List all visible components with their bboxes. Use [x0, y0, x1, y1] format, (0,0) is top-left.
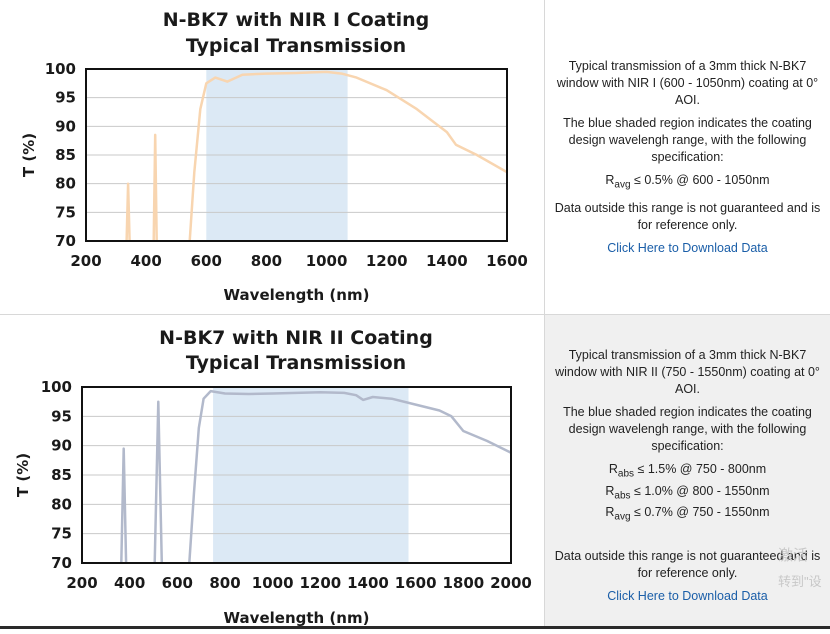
x-tick-label: 200	[66, 574, 97, 592]
y-tick-label: 90	[51, 437, 72, 455]
chart-cell-nir2: 200 400 600 800 1000 1200 1400 1600 1800 2000 70 75…	[0, 315, 545, 629]
x-tick-label: 400	[114, 574, 145, 592]
info-cell-nir1: Typical transmission of a 3mm thick N-BK…	[545, 0, 830, 314]
x-tick-label: 600	[162, 574, 193, 592]
x-tick-label: 1200	[299, 574, 341, 592]
y-tick-label: 80	[55, 175, 76, 193]
info-description: Typical transmission of a 3mm thick N-BK…	[555, 348, 820, 396]
spec-line: Ravg ≤ 0.7% @ 750 - 1550nm	[551, 504, 824, 526]
y-axis-label: T (%)	[14, 453, 32, 497]
watermark-line1: 激活	[778, 547, 809, 564]
info-disclaimer: Data outside this range is not guarantee…	[554, 548, 821, 580]
chart-title: Typical Transmission	[186, 352, 406, 374]
y-tick-label: 85	[55, 146, 76, 164]
info-shaded-note: The blue shaded region indicates the coa…	[563, 405, 812, 453]
spec-symbol: R	[608, 462, 618, 476]
x-tick-label: 2000	[490, 574, 532, 592]
x-tick-label: 1200	[366, 252, 408, 270]
download-data-link[interactable]: Click Here to Download Data	[607, 240, 768, 255]
y-tick-label: 90	[55, 117, 76, 135]
x-tick-label: 800	[209, 574, 240, 592]
spec-value: ≤ 0.5% @ 600 - 1050nm	[630, 173, 770, 187]
spec-line: Rabs ≤ 1.0% @ 800 - 1550nm	[551, 483, 824, 505]
spec-value: ≤ 1.0% @ 800 - 1550nm	[630, 483, 770, 498]
info-cell-nir2: Typical transmission of a 3mm thick N-BK…	[545, 315, 830, 629]
watermark-line2: 转到"设	[778, 574, 822, 589]
y-tick-label: 75	[51, 525, 72, 543]
plot-frame	[85, 68, 508, 242]
y-tick-label: 80	[51, 495, 72, 513]
chart-cell-nir1: 200 400 600 800 1000 1200 1400 1600 70 75 80 85 90 95…	[0, 0, 545, 314]
info-description: Typical transmission of a 3mm thick N-BK…	[556, 59, 819, 107]
x-tick-label: 200	[70, 252, 101, 270]
spec-line: Rabs ≤ 1.5% @ 750 - 800nm	[551, 461, 824, 483]
x-tick-label: 400	[130, 252, 161, 270]
spec-subscript: avg	[614, 511, 631, 523]
chart-group: 200 400 600 800 1000 1200 1400 1600 70 75 80 85 90 95…	[20, 9, 528, 304]
spec-list: Ravg ≤ 0.5% @ 600 - 1050nm	[551, 172, 824, 194]
spec-subscript: abs	[617, 468, 635, 480]
spec-line: Ravg ≤ 0.5% @ 600 - 1050nm	[551, 172, 824, 194]
transmission-line	[120, 447, 128, 563]
chart-title: N-BK7 with NIR I Coating	[163, 9, 430, 31]
panel-nir1: 200 400 600 800 1000 1200 1400 1600 70 75 80 85 90 95…	[0, 0, 830, 315]
chart-title: N-BK7 with NIR II Coating	[159, 327, 433, 349]
transmission-line	[152, 133, 158, 241]
transmission-line	[125, 182, 131, 241]
y-tick-label: 85	[51, 466, 72, 484]
x-tick-label: 1000	[252, 574, 294, 592]
x-tick-label: 1400	[347, 574, 389, 592]
x-tick-label: 1800	[442, 574, 484, 592]
x-tick-label: 600	[191, 252, 222, 270]
y-axis-label: T (%)	[20, 133, 38, 177]
y-tick-label: 70	[51, 554, 72, 572]
spec-symbol: R	[605, 505, 615, 519]
spec-symbol: R	[605, 173, 615, 187]
info-disclaimer: Data outside this range is not guarantee…	[554, 200, 821, 232]
transmission-line	[188, 70, 507, 241]
x-axis-label: Wavelength (nm)	[224, 286, 370, 304]
chart-group: 200 400 600 800 1000 1200 1400 1600 1800 2000 70 75…	[14, 327, 532, 627]
y-tick-label: 70	[55, 232, 76, 250]
x-axis-label: Wavelength (nm)	[224, 609, 370, 627]
x-tick-label: 1600	[395, 574, 437, 592]
bottom-bar	[0, 626, 830, 629]
y-tick-label: 75	[55, 203, 76, 221]
y-tick-label: 100	[45, 60, 76, 78]
x-tick-label: 800	[251, 252, 282, 270]
transmission-line	[188, 389, 511, 563]
y-tick-label: 95	[55, 89, 76, 107]
spec-subscript: avg	[614, 179, 631, 191]
spec-list: Rabs ≤ 1.5% @ 750 - 800nm Rabs ≤ 1.0% @ 8…	[551, 461, 824, 526]
y-tick-label: 95	[51, 407, 72, 425]
spec-subscript: abs	[614, 490, 631, 501]
x-tick-label: 1600	[486, 252, 528, 270]
chart-title: Typical Transmission	[186, 35, 406, 57]
chart-nir2: 200 400 600 800 1000 1200 1400 1600 1800 2000 70 75…	[14, 327, 532, 627]
info-shaded-note: The blue shaded region indicates the coa…	[563, 116, 812, 164]
chart-nir1: 200 400 600 800 1000 1200 1400 1600 70 75 80 85 90 95…	[20, 9, 528, 304]
spec-value: ≤ 0.7% @ 750 - 1550nm	[630, 505, 770, 519]
x-tick-label: 1400	[426, 252, 468, 270]
plot-frame	[81, 386, 512, 564]
panel-nir2: 200 400 600 800 1000 1200 1400 1600 1800 2000 70 75…	[0, 315, 830, 629]
transmission-line	[153, 400, 164, 563]
download-data-link[interactable]: Click Here to Download Data	[607, 588, 768, 603]
spec-value: ≤ 1.5% @ 750 - 800nm	[634, 462, 767, 476]
x-tick-label: 1000	[306, 252, 348, 270]
spec-symbol: R	[605, 483, 615, 498]
y-tick-label: 100	[41, 378, 72, 396]
